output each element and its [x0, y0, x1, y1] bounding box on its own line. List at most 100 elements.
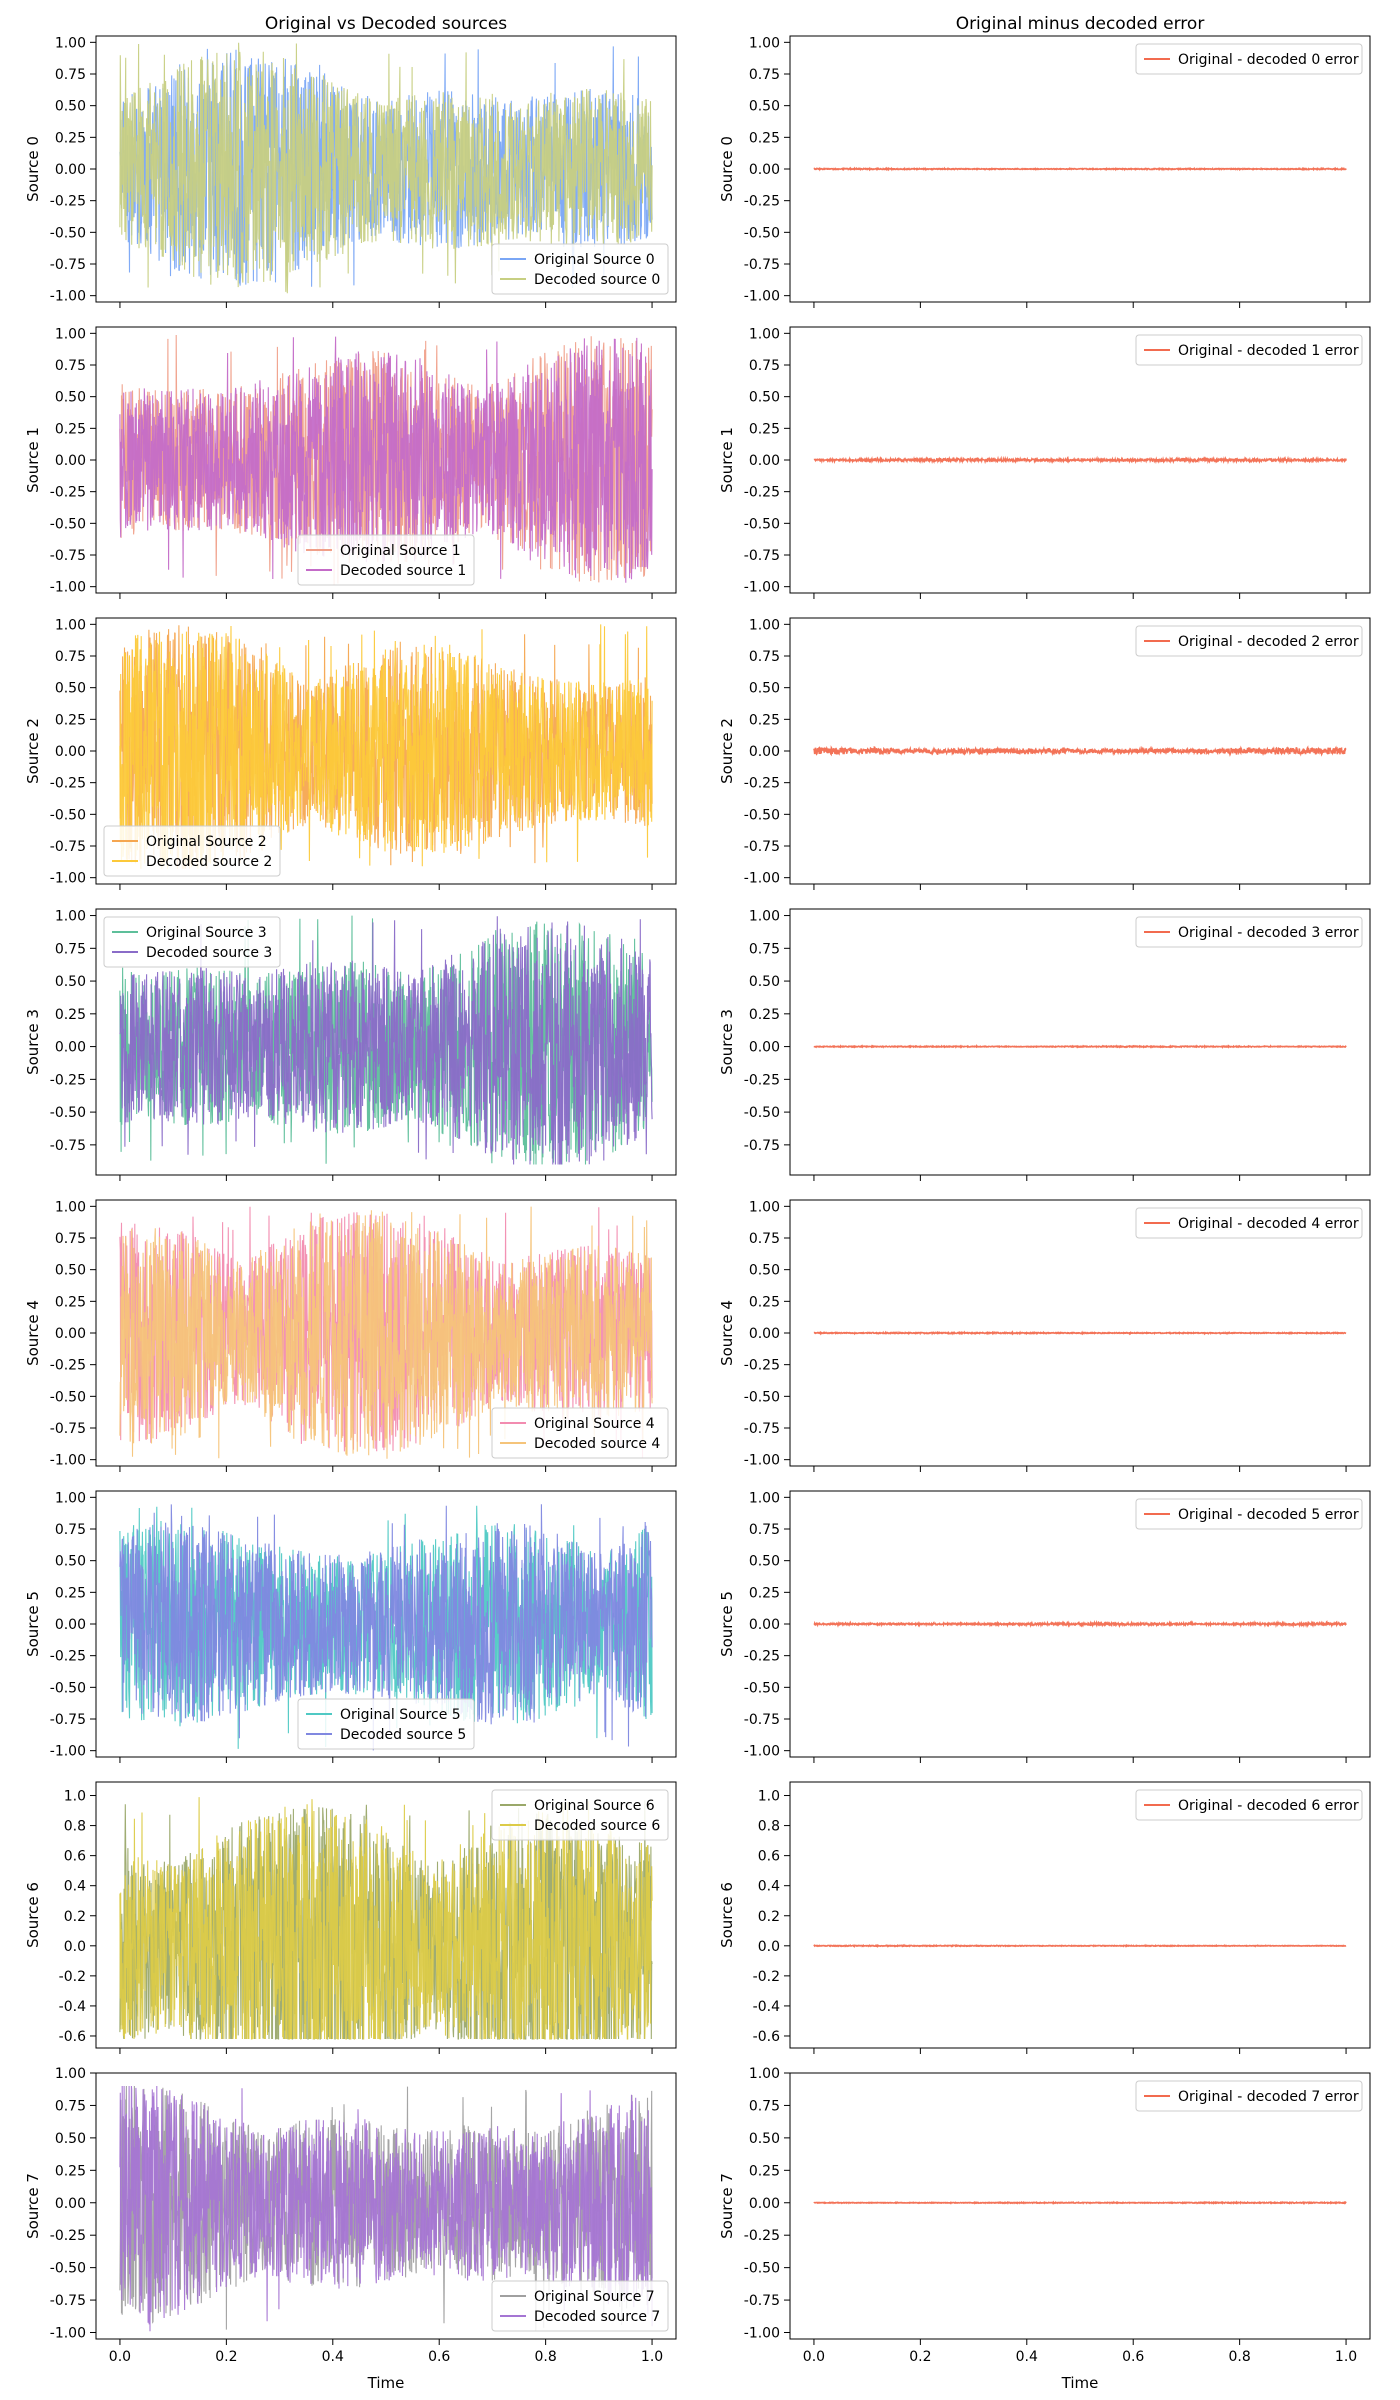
axes-frame — [789, 2072, 1371, 2340]
legend: Original - decoded 4 error — [1135, 1207, 1363, 1239]
y-tick-label: -0.50 — [50, 516, 86, 532]
legend-box — [1135, 1498, 1363, 1530]
y-tick-label: 0.0 — [758, 1939, 780, 1955]
y-tick-label: 0.0 — [64, 1939, 86, 1955]
y-tick-label: 0.25 — [749, 1007, 780, 1023]
y-tick-label: -0.25 — [50, 776, 86, 792]
legend-entry: Original Source 4 — [534, 1416, 655, 1432]
y-tick-label: -0.75 — [744, 548, 780, 564]
legend-box — [1135, 2080, 1363, 2112]
y-tick-label: 0.25 — [749, 2163, 780, 2179]
y-tick-label: -0.50 — [744, 2261, 780, 2277]
legend: Original - decoded 6 error — [1135, 1789, 1363, 1821]
y-tick-label: 0.6 — [758, 1849, 780, 1865]
y-tick-label: -1.00 — [50, 289, 86, 305]
legend-entry: Decoded source 6 — [534, 1818, 660, 1834]
y-tick-label: -1.00 — [744, 580, 780, 596]
y-tick-label: -0.50 — [50, 807, 86, 823]
legend-entry: Decoded source 7 — [534, 2309, 660, 2325]
y-tick-label: 0.75 — [55, 358, 86, 374]
legend-box — [491, 1789, 669, 1841]
y-tick-label: 1.00 — [749, 35, 780, 51]
subplot-error-1: -1.00 -0.75 -0.50 -0.25 0.00 0.25 0.50 0.75 1.00… — [718, 326, 1371, 599]
y-tick-label: 0.00 — [55, 162, 86, 178]
y-tick-label: 1.0 — [758, 1789, 780, 1805]
subplot-signal-3: -0.75 -0.50 -0.25 0.00 0.25 0.50 0.75 1.00 Sourc… — [24, 908, 677, 1181]
y-tick-label: -1.00 — [744, 871, 780, 887]
y-tick-label: 0.50 — [55, 2131, 86, 2147]
series-line-1 — [119, 1206, 653, 1459]
subplot-signal-7: -1.00-0.75-0.50-0.250.000.250.500.751.00… — [24, 2066, 677, 2365]
y-tick-label: -0.25 — [50, 1072, 86, 1088]
series-line-0 — [813, 1943, 1347, 1949]
y-tick-label: 0.25 — [749, 712, 780, 728]
y-tick-label: 0.25 — [55, 2163, 86, 2179]
y-tick-label: 1.00 — [55, 1199, 86, 1215]
subplot-error-5: -1.00 -0.75 -0.50 -0.25 0.00 0.25 0.50 0.75 1.00… — [718, 1490, 1371, 1763]
y-tick-label: -0.25 — [50, 2228, 86, 2244]
y-tick-label: -1.00 — [50, 871, 86, 887]
y-tick-label: -0.75 — [744, 1712, 780, 1728]
y-tick-label: 1.00 — [749, 2066, 780, 2082]
legend-box — [297, 1698, 475, 1750]
subplot-signal-2: -1.00 -0.75 -0.50 -0.25 0.00 0.25 0.50 0.75 1.00… — [24, 617, 677, 890]
legend: Original Source 6 Decoded source 6 — [491, 1789, 669, 1841]
legend: Original - decoded 5 error — [1135, 1498, 1363, 1530]
y-tick-label: 0.25 — [55, 1585, 86, 1601]
y-tick-label: 0.50 — [55, 681, 86, 697]
series-line-0 — [813, 2200, 1347, 2205]
y-tick-label: 0.00 — [749, 1617, 780, 1633]
legend-entry: Original - decoded 2 error — [1178, 634, 1359, 650]
legend-box — [491, 2280, 669, 2332]
y-tick-label: -0.25 — [744, 1072, 780, 1088]
y-tick-label: -0.25 — [50, 1358, 86, 1374]
subplot-signal-0: -1.00 -0.75 -0.50 -0.25 0.00 0.25 0.50 0.75 1.00… — [24, 35, 677, 308]
y-tick-label: 0.6 — [64, 1849, 86, 1865]
y-tick-label: 1.00 — [55, 35, 86, 51]
y-tick-label: 0.25 — [749, 421, 780, 437]
y-tick-label: 1.00 — [749, 326, 780, 342]
y-tick-label: -0.50 — [50, 1105, 86, 1121]
y-tick-label: -0.6 — [753, 2029, 780, 2045]
y-tick-label: 1.00 — [749, 1199, 780, 1215]
x-tick-label: 0.2 — [909, 2349, 931, 2365]
axes-frame — [789, 908, 1371, 1176]
legend-entry: Original - decoded 5 error — [1178, 1507, 1359, 1523]
y-tick-label: 0.00 — [55, 2196, 86, 2212]
y-tick-label: 0.00 — [749, 162, 780, 178]
y-tick-label: 1.00 — [55, 909, 86, 925]
y-tick-label: -1.00 — [50, 2326, 86, 2342]
y-tick-label: 1.00 — [55, 617, 86, 633]
legend-box — [1135, 916, 1363, 948]
y-tick-label: -0.25 — [50, 1649, 86, 1665]
series-line-1 — [119, 336, 653, 583]
y-axis-label: Source 7 — [718, 2173, 736, 2239]
y-tick-label: -1.00 — [744, 1744, 780, 1760]
y-tick-label: -0.25 — [744, 2228, 780, 2244]
y-tick-label: 1.0 — [64, 1789, 86, 1805]
y-tick-label: 0.25 — [55, 130, 86, 146]
y-tick-label: -0.25 — [744, 1649, 780, 1665]
subplot-error-3: -0.75 -0.50 -0.25 0.00 0.25 0.50 0.75 1.00 Sourc… — [718, 908, 1371, 1181]
y-axis-label: Source 2 — [24, 718, 42, 784]
y-tick-label: 0.75 — [55, 1231, 86, 1247]
y-axis-label: Source 4 — [24, 1300, 42, 1366]
y-tick-label: -0.50 — [744, 1105, 780, 1121]
y-tick-label: 0.50 — [749, 2131, 780, 2147]
y-tick-label: 0.00 — [55, 453, 86, 469]
legend-entry: Decoded source 1 — [340, 563, 466, 579]
x-tick-label: 0.4 — [322, 2349, 344, 2365]
y-tick-label: -0.50 — [744, 516, 780, 532]
y-axis-label: Source 4 — [718, 1300, 736, 1366]
legend-entry: Decoded source 5 — [340, 1727, 466, 1743]
y-tick-label: -0.75 — [50, 548, 86, 564]
y-tick-label: 0.75 — [749, 1522, 780, 1538]
subplot-error-2: -1.00 -0.75 -0.50 -0.25 0.00 0.25 0.50 0.75 1.00… — [718, 617, 1371, 890]
y-tick-label: -0.25 — [744, 485, 780, 501]
y-tick-label: 0.75 — [55, 67, 86, 83]
y-tick-label: 0.75 — [749, 1231, 780, 1247]
legend-entry: Original Source 7 — [534, 2289, 655, 2305]
y-tick-label: -0.25 — [744, 194, 780, 210]
subplot-error-7: -1.00-0.75-0.50-0.250.000.250.500.751.00… — [718, 2066, 1371, 2365]
y-tick-label: 0.50 — [749, 99, 780, 115]
